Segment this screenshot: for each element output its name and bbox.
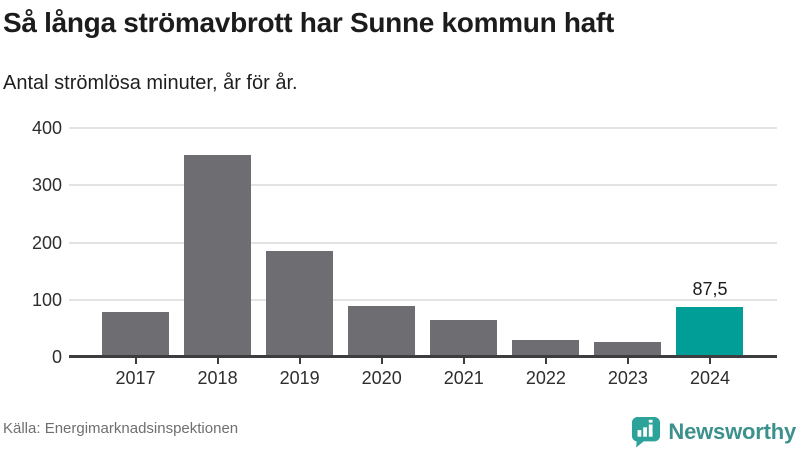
bar-2023 bbox=[594, 342, 662, 357]
gridline-y-400 bbox=[69, 127, 777, 129]
newsworthy-bubble-icon bbox=[632, 417, 661, 448]
chart-title: Så långa strömavbrott har Sunne kommun h… bbox=[3, 7, 614, 38]
bar-2024 bbox=[676, 307, 744, 357]
x-axis-label-2024: 2024 bbox=[689, 368, 730, 388]
bar-value-label-2024: 87,5 bbox=[692, 279, 728, 299]
x-axis-label-2021: 2021 bbox=[443, 368, 484, 388]
bar-2019 bbox=[266, 251, 334, 357]
x-tick-2021 bbox=[462, 358, 465, 364]
x-tick-2024 bbox=[708, 358, 711, 364]
y-axis-label-400: 400 bbox=[31, 118, 62, 138]
x-tick-2020 bbox=[380, 358, 383, 364]
gridline-y-300 bbox=[69, 184, 777, 187]
x-tick-2018 bbox=[216, 358, 219, 364]
x-tick-2023 bbox=[626, 358, 629, 364]
x-tick-2017 bbox=[134, 358, 137, 364]
chart-subtitle: Antal strömlösa minuter, år för år. bbox=[3, 72, 298, 94]
bar-2017 bbox=[102, 312, 169, 357]
gridline-y-200 bbox=[69, 241, 777, 244]
newsworthy-wordmark: Newsworthy bbox=[668, 419, 796, 444]
y-axis-label-200: 200 bbox=[31, 232, 62, 253]
x-axis-label-2017: 2017 bbox=[115, 368, 156, 388]
y-axis-label-0: 0 bbox=[51, 347, 62, 367]
x-axis-label-2019: 2019 bbox=[279, 368, 320, 388]
bar-2020 bbox=[348, 306, 416, 357]
gridline-y-100 bbox=[69, 298, 777, 301]
newsworthy-logo[interactable]: Newsworthy bbox=[631, 416, 796, 448]
y-axis-label-100: 100 bbox=[31, 289, 62, 310]
bar-2018 bbox=[184, 155, 252, 357]
y-axis-label-300: 300 bbox=[31, 175, 62, 196]
x-axis-label-2020: 2020 bbox=[361, 368, 402, 388]
bar-2022 bbox=[512, 340, 580, 357]
source-attribution: Källa: Energimarknadsinspektionen bbox=[3, 420, 239, 437]
x-tick-2019 bbox=[298, 358, 301, 364]
bar-2021 bbox=[430, 320, 498, 357]
x-axis-label-2018: 2018 bbox=[197, 368, 238, 388]
x-axis-line bbox=[69, 355, 777, 358]
x-tick-2022 bbox=[544, 358, 547, 364]
x-axis-label-2023: 2023 bbox=[607, 368, 648, 388]
x-axis-label-2022: 2022 bbox=[525, 368, 566, 388]
